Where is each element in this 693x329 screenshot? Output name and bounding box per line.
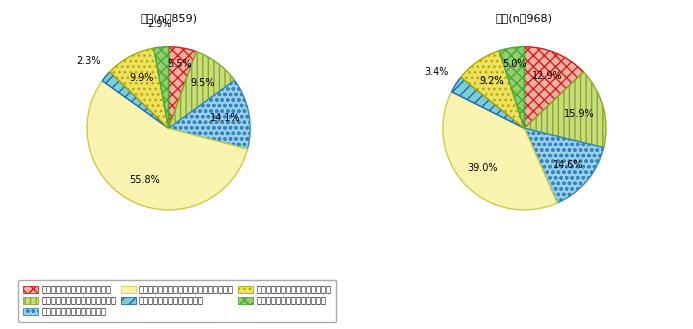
Text: 9.2%: 9.2%: [480, 76, 505, 86]
Wedge shape: [525, 47, 584, 128]
Text: 9.5%: 9.5%: [191, 78, 215, 88]
Wedge shape: [525, 128, 604, 203]
Wedge shape: [87, 81, 247, 210]
Title: 米国(n＝968): 米国(n＝968): [496, 13, 553, 23]
Wedge shape: [168, 47, 196, 128]
Wedge shape: [443, 92, 557, 210]
Wedge shape: [168, 80, 250, 149]
Text: 15.9%: 15.9%: [564, 109, 595, 118]
Text: 5.5%: 5.5%: [168, 59, 192, 69]
Wedge shape: [103, 72, 168, 128]
Text: 55.8%: 55.8%: [129, 175, 159, 185]
Wedge shape: [461, 51, 525, 128]
Text: 14.1%: 14.1%: [209, 113, 240, 123]
Text: 14.6%: 14.6%: [553, 160, 584, 170]
Text: 3.4%: 3.4%: [424, 67, 449, 77]
Text: 5.0%: 5.0%: [502, 59, 527, 69]
Wedge shape: [168, 52, 235, 128]
Wedge shape: [452, 77, 525, 128]
Legend: 仕事に対する意欲が大きく湧く, 仕事に対する意欲がある程度湧く, 仕事に対する意欲が少し湧く, 仕事に対する意欲はこれまでと変わらない, 仕事に対する意欲を少し: 仕事に対する意欲が大きく湧く, 仕事に対する意欲がある程度湧く, 仕事に対する意…: [18, 280, 336, 321]
Wedge shape: [109, 48, 168, 128]
Text: 2.3%: 2.3%: [76, 57, 100, 66]
Text: 9.9%: 9.9%: [130, 73, 154, 83]
Wedge shape: [154, 47, 168, 128]
Wedge shape: [525, 72, 606, 148]
Wedge shape: [499, 47, 525, 128]
Text: 39.0%: 39.0%: [468, 163, 498, 173]
Text: 2.9%: 2.9%: [147, 19, 171, 29]
Text: 12.9%: 12.9%: [532, 71, 562, 81]
Title: 日本(n＝859): 日本(n＝859): [140, 13, 197, 23]
